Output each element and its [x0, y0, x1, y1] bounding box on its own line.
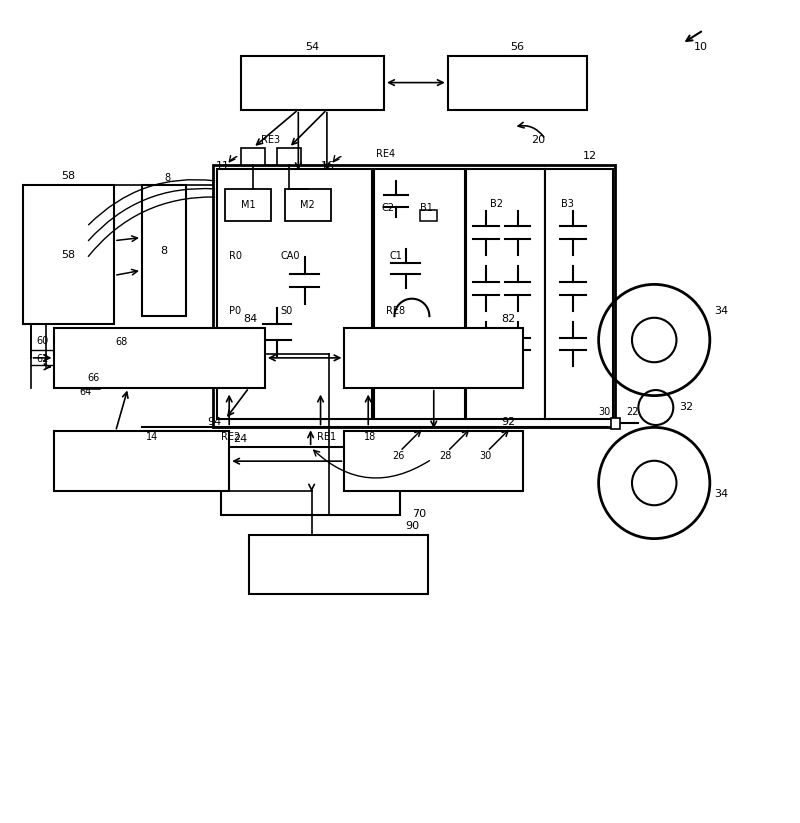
Bar	[114, 348, 134, 362]
Text: 8: 8	[160, 245, 167, 256]
Text: 68: 68	[115, 337, 128, 347]
Bar	[546, 170, 613, 420]
Bar	[22, 185, 114, 324]
Bar	[374, 170, 465, 420]
Text: 14: 14	[146, 432, 158, 442]
Bar	[54, 431, 229, 491]
Text: 54: 54	[306, 42, 320, 52]
Bar	[344, 431, 523, 491]
Bar	[218, 170, 372, 420]
Text: M2: M2	[301, 200, 315, 210]
Bar	[277, 148, 301, 165]
Text: 62: 62	[36, 354, 49, 364]
Bar	[226, 189, 271, 221]
Bar	[241, 56, 384, 109]
Bar	[249, 535, 428, 594]
Text: 30: 30	[598, 407, 611, 417]
Text: R0: R0	[229, 250, 242, 261]
Text: B2: B2	[490, 199, 502, 209]
Bar	[610, 418, 620, 429]
Text: 66: 66	[87, 373, 99, 383]
Text: 58: 58	[62, 171, 75, 181]
Text: 34: 34	[714, 306, 728, 316]
Text: 90: 90	[406, 521, 420, 531]
Text: 92: 92	[501, 417, 515, 427]
Text: 20: 20	[531, 135, 546, 146]
Text: 82: 82	[501, 314, 515, 324]
Text: RE1: RE1	[317, 432, 336, 442]
Text: RE3: RE3	[262, 135, 281, 146]
Bar	[82, 377, 100, 389]
Text: 10: 10	[694, 43, 708, 53]
Bar	[285, 189, 331, 221]
Text: 32: 32	[680, 402, 694, 412]
Text: B1: B1	[420, 203, 433, 213]
Text: RE4: RE4	[376, 149, 395, 159]
Text: 26: 26	[392, 451, 405, 461]
Text: CA0: CA0	[281, 250, 300, 261]
Bar	[448, 56, 586, 109]
Text: 28: 28	[440, 451, 452, 461]
Text: RE2: RE2	[222, 432, 241, 442]
Text: 16: 16	[321, 160, 334, 171]
Bar	[420, 210, 438, 221]
Text: 60: 60	[36, 337, 48, 346]
Text: 94: 94	[207, 417, 222, 427]
Bar	[214, 165, 614, 427]
Text: RE8: RE8	[386, 306, 405, 316]
Text: 30: 30	[479, 451, 492, 461]
Bar	[466, 170, 546, 420]
Bar	[54, 328, 265, 388]
Text: 64: 64	[80, 387, 92, 398]
Text: 58: 58	[62, 249, 75, 259]
Text: B3: B3	[562, 199, 574, 209]
Text: S0: S0	[281, 306, 293, 316]
Bar	[222, 447, 400, 514]
Text: 24: 24	[233, 434, 247, 444]
Text: 34: 34	[714, 489, 728, 499]
Text: C2: C2	[382, 203, 394, 213]
Text: 70: 70	[412, 509, 426, 518]
Text: 11: 11	[216, 160, 230, 171]
Text: 12: 12	[582, 151, 597, 161]
Text: 22: 22	[626, 407, 639, 417]
Text: M1: M1	[241, 200, 255, 210]
Text: C1: C1	[390, 250, 402, 261]
Text: P0: P0	[229, 306, 242, 316]
Text: 18: 18	[364, 432, 377, 442]
Bar	[344, 328, 523, 388]
Bar	[142, 185, 186, 316]
Text: 8: 8	[165, 173, 170, 183]
Text: 56: 56	[510, 42, 524, 52]
Bar	[241, 148, 265, 165]
Text: 84: 84	[242, 314, 257, 324]
